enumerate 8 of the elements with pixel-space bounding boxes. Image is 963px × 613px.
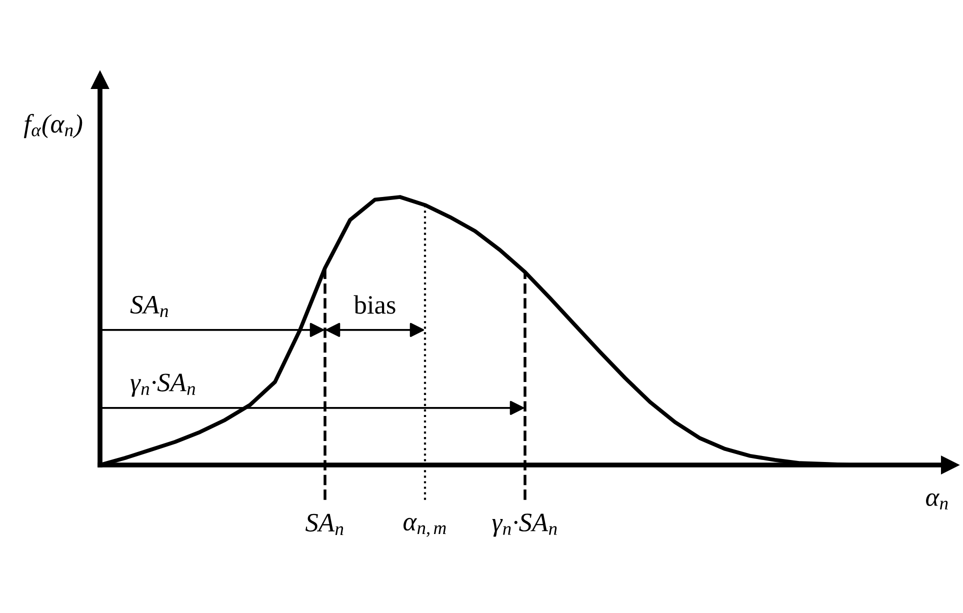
- y-axis-title: f$_{α}$(α$_{n}$): [24, 114, 82, 138]
- annotation: SA$_{n}$: [130, 296, 168, 318]
- x-tick-label: γ$_{n}$·SA$_{n}$: [492, 514, 557, 537]
- x-tick-label: α$_{n,m}$: [403, 518, 446, 537]
- x-axis-title: α$_{n}$: [926, 493, 948, 510]
- x-tick-label: SA$_{n}$: [306, 514, 344, 535]
- annotation: γ$_{n}$·SA$_{n}$: [130, 374, 196, 397]
- annotation: bias: [354, 295, 396, 314]
